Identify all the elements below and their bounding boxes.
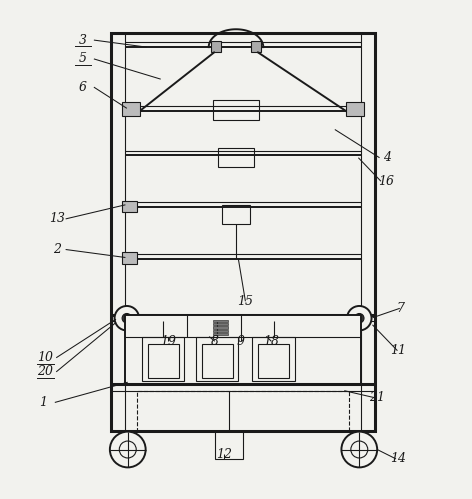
Text: 5: 5 xyxy=(79,52,87,65)
Bar xyxy=(253,336,295,381)
Circle shape xyxy=(354,313,364,323)
Text: 2: 2 xyxy=(53,243,61,256)
Bar xyxy=(196,336,238,381)
Text: 14: 14 xyxy=(390,453,406,466)
Bar xyxy=(213,326,228,328)
Circle shape xyxy=(122,313,132,323)
Bar xyxy=(213,320,228,322)
Bar xyxy=(213,329,228,332)
Circle shape xyxy=(347,306,371,330)
Text: 18: 18 xyxy=(263,335,279,348)
Text: 19: 19 xyxy=(160,335,176,348)
Bar xyxy=(142,336,184,381)
Text: 8: 8 xyxy=(211,335,219,348)
Bar xyxy=(213,333,228,335)
Circle shape xyxy=(341,432,377,468)
Bar xyxy=(137,391,349,431)
Circle shape xyxy=(351,441,368,458)
Text: 4: 4 xyxy=(383,151,391,164)
Circle shape xyxy=(115,306,139,330)
Bar xyxy=(202,344,233,378)
Bar xyxy=(122,252,137,264)
Bar xyxy=(148,344,178,378)
Bar xyxy=(213,100,259,120)
Bar xyxy=(122,102,140,116)
Text: 20: 20 xyxy=(37,365,53,378)
Circle shape xyxy=(110,432,146,468)
Text: 16: 16 xyxy=(379,175,395,188)
Bar xyxy=(222,205,250,224)
Text: 12: 12 xyxy=(216,448,232,461)
Bar xyxy=(126,315,361,384)
Text: 3: 3 xyxy=(79,33,87,46)
Bar xyxy=(218,148,254,167)
Text: 1: 1 xyxy=(39,396,47,409)
Text: 21: 21 xyxy=(369,391,385,404)
Text: 11: 11 xyxy=(390,344,406,357)
Text: 6: 6 xyxy=(79,81,87,94)
Bar xyxy=(111,33,375,431)
Bar xyxy=(211,41,221,52)
Bar xyxy=(346,102,364,116)
Circle shape xyxy=(119,441,136,458)
Text: 15: 15 xyxy=(237,295,253,308)
Bar xyxy=(122,201,137,212)
Text: 10: 10 xyxy=(37,351,53,364)
Bar xyxy=(213,323,228,325)
Bar xyxy=(258,344,289,378)
Bar xyxy=(251,41,261,52)
Text: 13: 13 xyxy=(49,213,65,226)
Bar xyxy=(215,431,243,459)
Text: 9: 9 xyxy=(236,335,244,348)
Text: 7: 7 xyxy=(396,302,405,315)
